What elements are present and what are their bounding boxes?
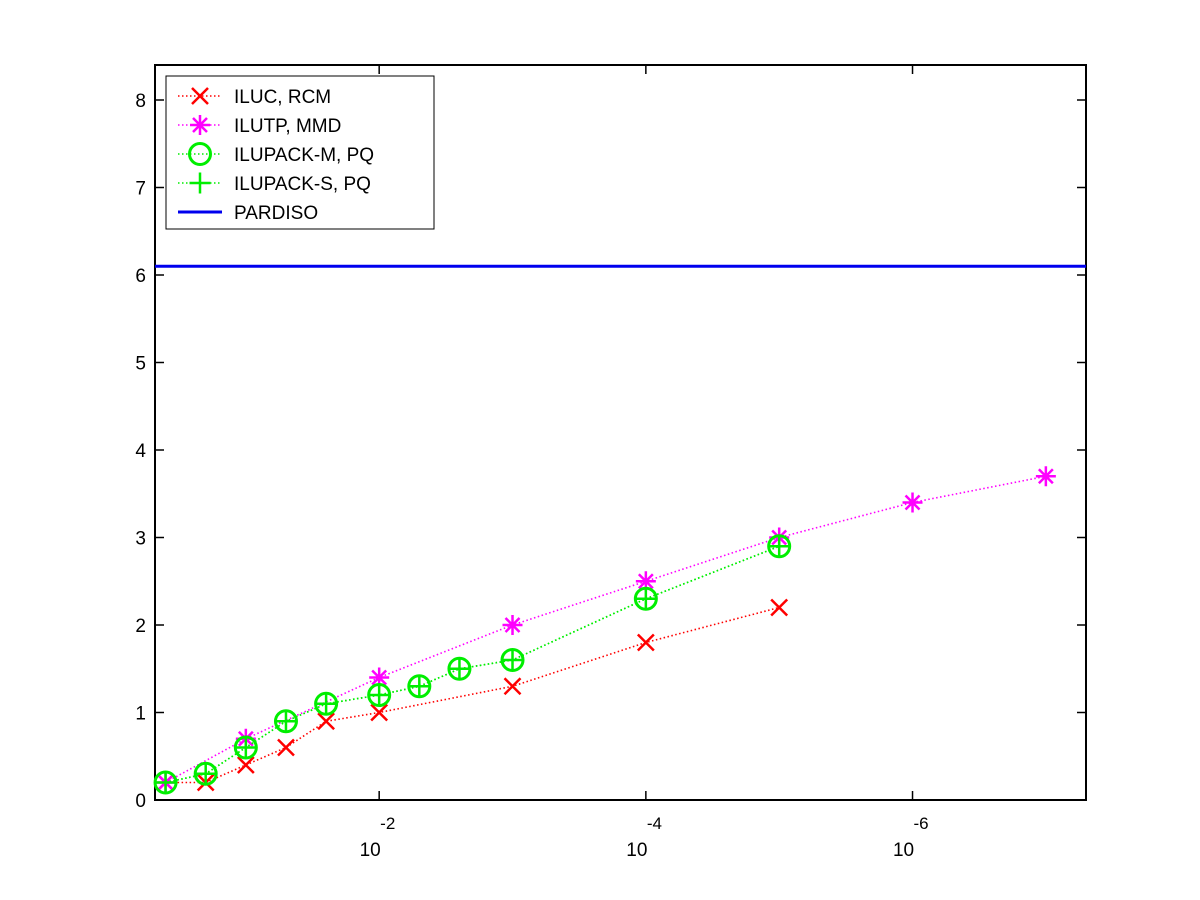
- data-point: [770, 598, 789, 617]
- legend-entry: ILUTP, MMD: [178, 115, 341, 137]
- y-tick-label: 4: [135, 441, 146, 462]
- legend: ILUC, RCM ILUTP, MMD ILUPACK-M, PQ ILUPACK-…: [165, 75, 435, 230]
- series-line: [165, 475, 1047, 784]
- x-marker: [277, 738, 295, 757]
- asterisk-marker: [1035, 466, 1056, 487]
- y-tick-label: 3: [135, 529, 146, 550]
- x-marker: [503, 677, 522, 696]
- data-point: [635, 571, 656, 592]
- x-marker: [236, 756, 255, 774]
- asterisk-marker: [502, 615, 523, 635]
- data-point: [408, 675, 430, 697]
- data-point: [768, 535, 790, 557]
- x-tick-label-exponent: -4: [647, 814, 662, 833]
- x-tick-label-exponent: -6: [914, 814, 929, 833]
- data-point: [636, 633, 655, 652]
- asterisk-marker: [190, 115, 210, 135]
- series-line: [165, 545, 780, 784]
- data-point: [1035, 466, 1056, 487]
- y-tick-label: 7: [135, 179, 146, 200]
- x-marker: [191, 87, 209, 105]
- y-tick-label: 8: [135, 91, 146, 112]
- legend-label: ILUPACK-S, PQ: [234, 174, 371, 195]
- plus-marker: [502, 649, 524, 671]
- plus-marker: [768, 535, 790, 557]
- asterisk-marker: [902, 492, 923, 513]
- x-marker: [370, 703, 389, 722]
- data-point: [195, 763, 217, 785]
- plus-marker: [155, 772, 177, 793]
- data-point: [315, 693, 337, 715]
- data-point: [368, 684, 390, 706]
- y-tick-label: 1: [135, 704, 146, 725]
- data-point: [189, 172, 211, 194]
- data-point: [236, 756, 255, 774]
- asterisk-marker: [635, 571, 656, 592]
- data-point: [235, 737, 257, 758]
- plus-marker: [315, 693, 337, 715]
- y-tick-label: 5: [135, 354, 146, 375]
- legend-label: ILUTP, MMD: [234, 116, 341, 137]
- legend-label: ILUPACK-M, PQ: [234, 145, 374, 166]
- data-point: [317, 712, 335, 731]
- y-tick-label: 6: [135, 266, 146, 287]
- y-tick-label: 2: [135, 616, 146, 637]
- data-point: [275, 710, 297, 732]
- plus-marker: [275, 710, 297, 732]
- data-point: [188, 142, 212, 166]
- plus-marker: [189, 172, 211, 194]
- plus-marker: [448, 658, 470, 680]
- legend-entry: PARDISO: [178, 203, 318, 224]
- legend-entry: ILUPACK-M, PQ: [178, 142, 374, 166]
- x-marker: [317, 712, 335, 731]
- plus-marker: [235, 737, 257, 758]
- asterisk-marker: [369, 667, 390, 688]
- data-point: [190, 115, 210, 135]
- data-point: [502, 615, 523, 635]
- data-point: [191, 87, 209, 105]
- data-point: [902, 492, 923, 513]
- x-tick-label-base: 10: [360, 840, 381, 861]
- x-tick-label-base: 10: [626, 840, 647, 861]
- data-point: [448, 658, 470, 680]
- data-point: [502, 649, 524, 671]
- x-marker: [636, 633, 655, 652]
- data-point: [370, 703, 389, 722]
- data-point: [369, 667, 390, 688]
- series-layer: [153, 264, 1086, 795]
- legend-label: ILUC, RCM: [234, 87, 331, 108]
- legend-label: PARDISO: [234, 203, 318, 224]
- data-point: [503, 677, 522, 696]
- plus-marker: [368, 684, 390, 706]
- x-tick-label-base: 10: [893, 840, 914, 861]
- data-point: [635, 588, 657, 610]
- data-point: [277, 738, 295, 757]
- circle-marker: [188, 142, 212, 166]
- y-tick-label: 0: [135, 791, 146, 812]
- legend-entry: ILUPACK-S, PQ: [178, 172, 371, 195]
- legend-entry: ILUC, RCM: [178, 87, 331, 108]
- x-marker: [770, 598, 789, 617]
- data-point: [155, 772, 177, 793]
- x-tick-label-exponent: -2: [380, 814, 395, 833]
- plus-marker: [635, 588, 657, 610]
- plus-marker: [195, 763, 217, 785]
- plus-marker: [408, 675, 430, 697]
